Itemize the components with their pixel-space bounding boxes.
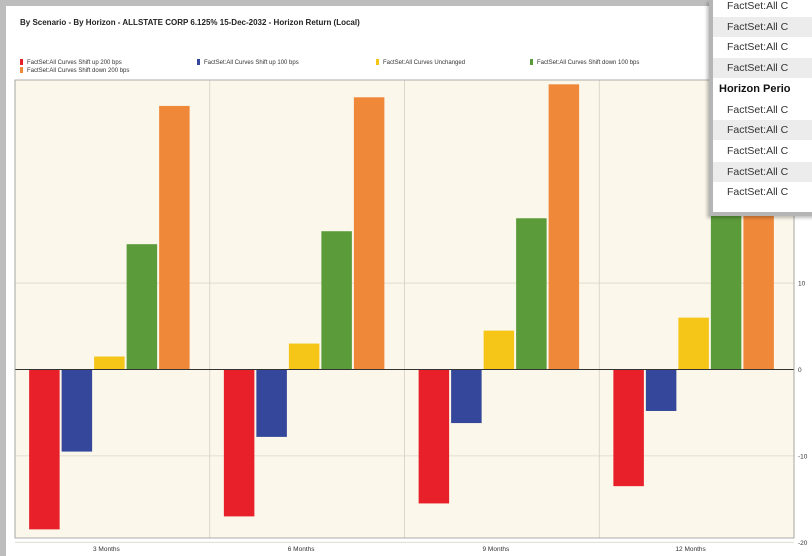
- chart-title: By Scenario - By Horizon - ALLSTATE CORP…: [20, 18, 360, 27]
- overlay-row: FactSet:All C: [713, 161, 812, 182]
- overlay-row: FactSet:All C: [713, 58, 812, 79]
- bar-3-12-months: [678, 317, 709, 370]
- bar-3-6-months: [288, 343, 320, 370]
- legend-label: FactSet:All Curves Shift down 100 bps: [537, 60, 639, 66]
- overlay-header: Horizon Perio: [719, 82, 791, 95]
- bar-2-12-months: [645, 369, 677, 411]
- legend-label: FactSet:All Curves Unchanged: [383, 60, 465, 66]
- overlay-row: FactSet:All C: [727, 103, 789, 116]
- bar-2-3-months: [61, 369, 93, 452]
- plot-border: [14, 79, 795, 539]
- legend-swatch: [20, 67, 23, 73]
- overlay-row: FactSet:All C: [713, 16, 812, 37]
- legend-label: FactSet:All Curves Shift up 100 bps: [204, 60, 299, 66]
- y-tick-label: 10: [798, 281, 806, 288]
- legend-swatch: [376, 59, 379, 65]
- x-tick-label: 9 Months: [483, 546, 510, 553]
- bar-5-9-months: [548, 84, 580, 370]
- legend-swatch: [530, 59, 533, 65]
- bar-5-3-months: [159, 105, 190, 370]
- x-tick-label: 6 Months: [288, 546, 315, 553]
- bar-2-6-months: [256, 369, 287, 437]
- overlay-row: FactSet:All C: [727, 144, 789, 157]
- bar-chart: 3 Months 6 Months 9 Months 12 Months 10 0 -10 -…: [14, 59, 808, 553]
- bar-1-9-months: [418, 369, 450, 504]
- bar-3-9-months: [483, 330, 515, 370]
- overlay-row: FactSet:All C: [727, 0, 789, 12]
- legend-label: FactSet:All Curves Shift up 200 bps: [27, 60, 122, 66]
- x-tick-label: 12 Months: [675, 546, 706, 553]
- bar-3-3-months: [94, 356, 125, 370]
- bar-5-6-months: [353, 97, 385, 370]
- overlay-row: FactSet:All C: [713, 120, 812, 141]
- scenario-list-panel: FactSet:All C FactSet:All C FactSet:All C F…: [709, 0, 812, 216]
- bar-4-9-months: [516, 218, 547, 370]
- legend-swatch: [197, 59, 200, 65]
- bar-1-6-months: [223, 369, 255, 517]
- chart-panel: By Scenario - By Horizon - ALLSTATE CORP…: [6, 6, 812, 556]
- legend-swatch: [20, 59, 23, 65]
- overlay-row: FactSet:All C: [727, 41, 789, 54]
- legend-label: FactSet:All Curves Shift down 200 bps: [27, 68, 129, 74]
- bar-4-6-months: [321, 231, 352, 370]
- overlay-row: FactSet:All C: [727, 186, 789, 199]
- y-tick-label: -10: [798, 453, 808, 460]
- x-tick-label: 3 Months: [93, 546, 120, 553]
- bar-2-9-months: [451, 369, 482, 424]
- bar-4-3-months: [126, 244, 158, 370]
- bar-4-12-months: [710, 205, 742, 370]
- y-tick-label: 0: [798, 367, 802, 374]
- bar-1-12-months: [613, 369, 644, 487]
- bar-1-3-months: [29, 369, 60, 530]
- y-tick-label: -20: [798, 540, 808, 547]
